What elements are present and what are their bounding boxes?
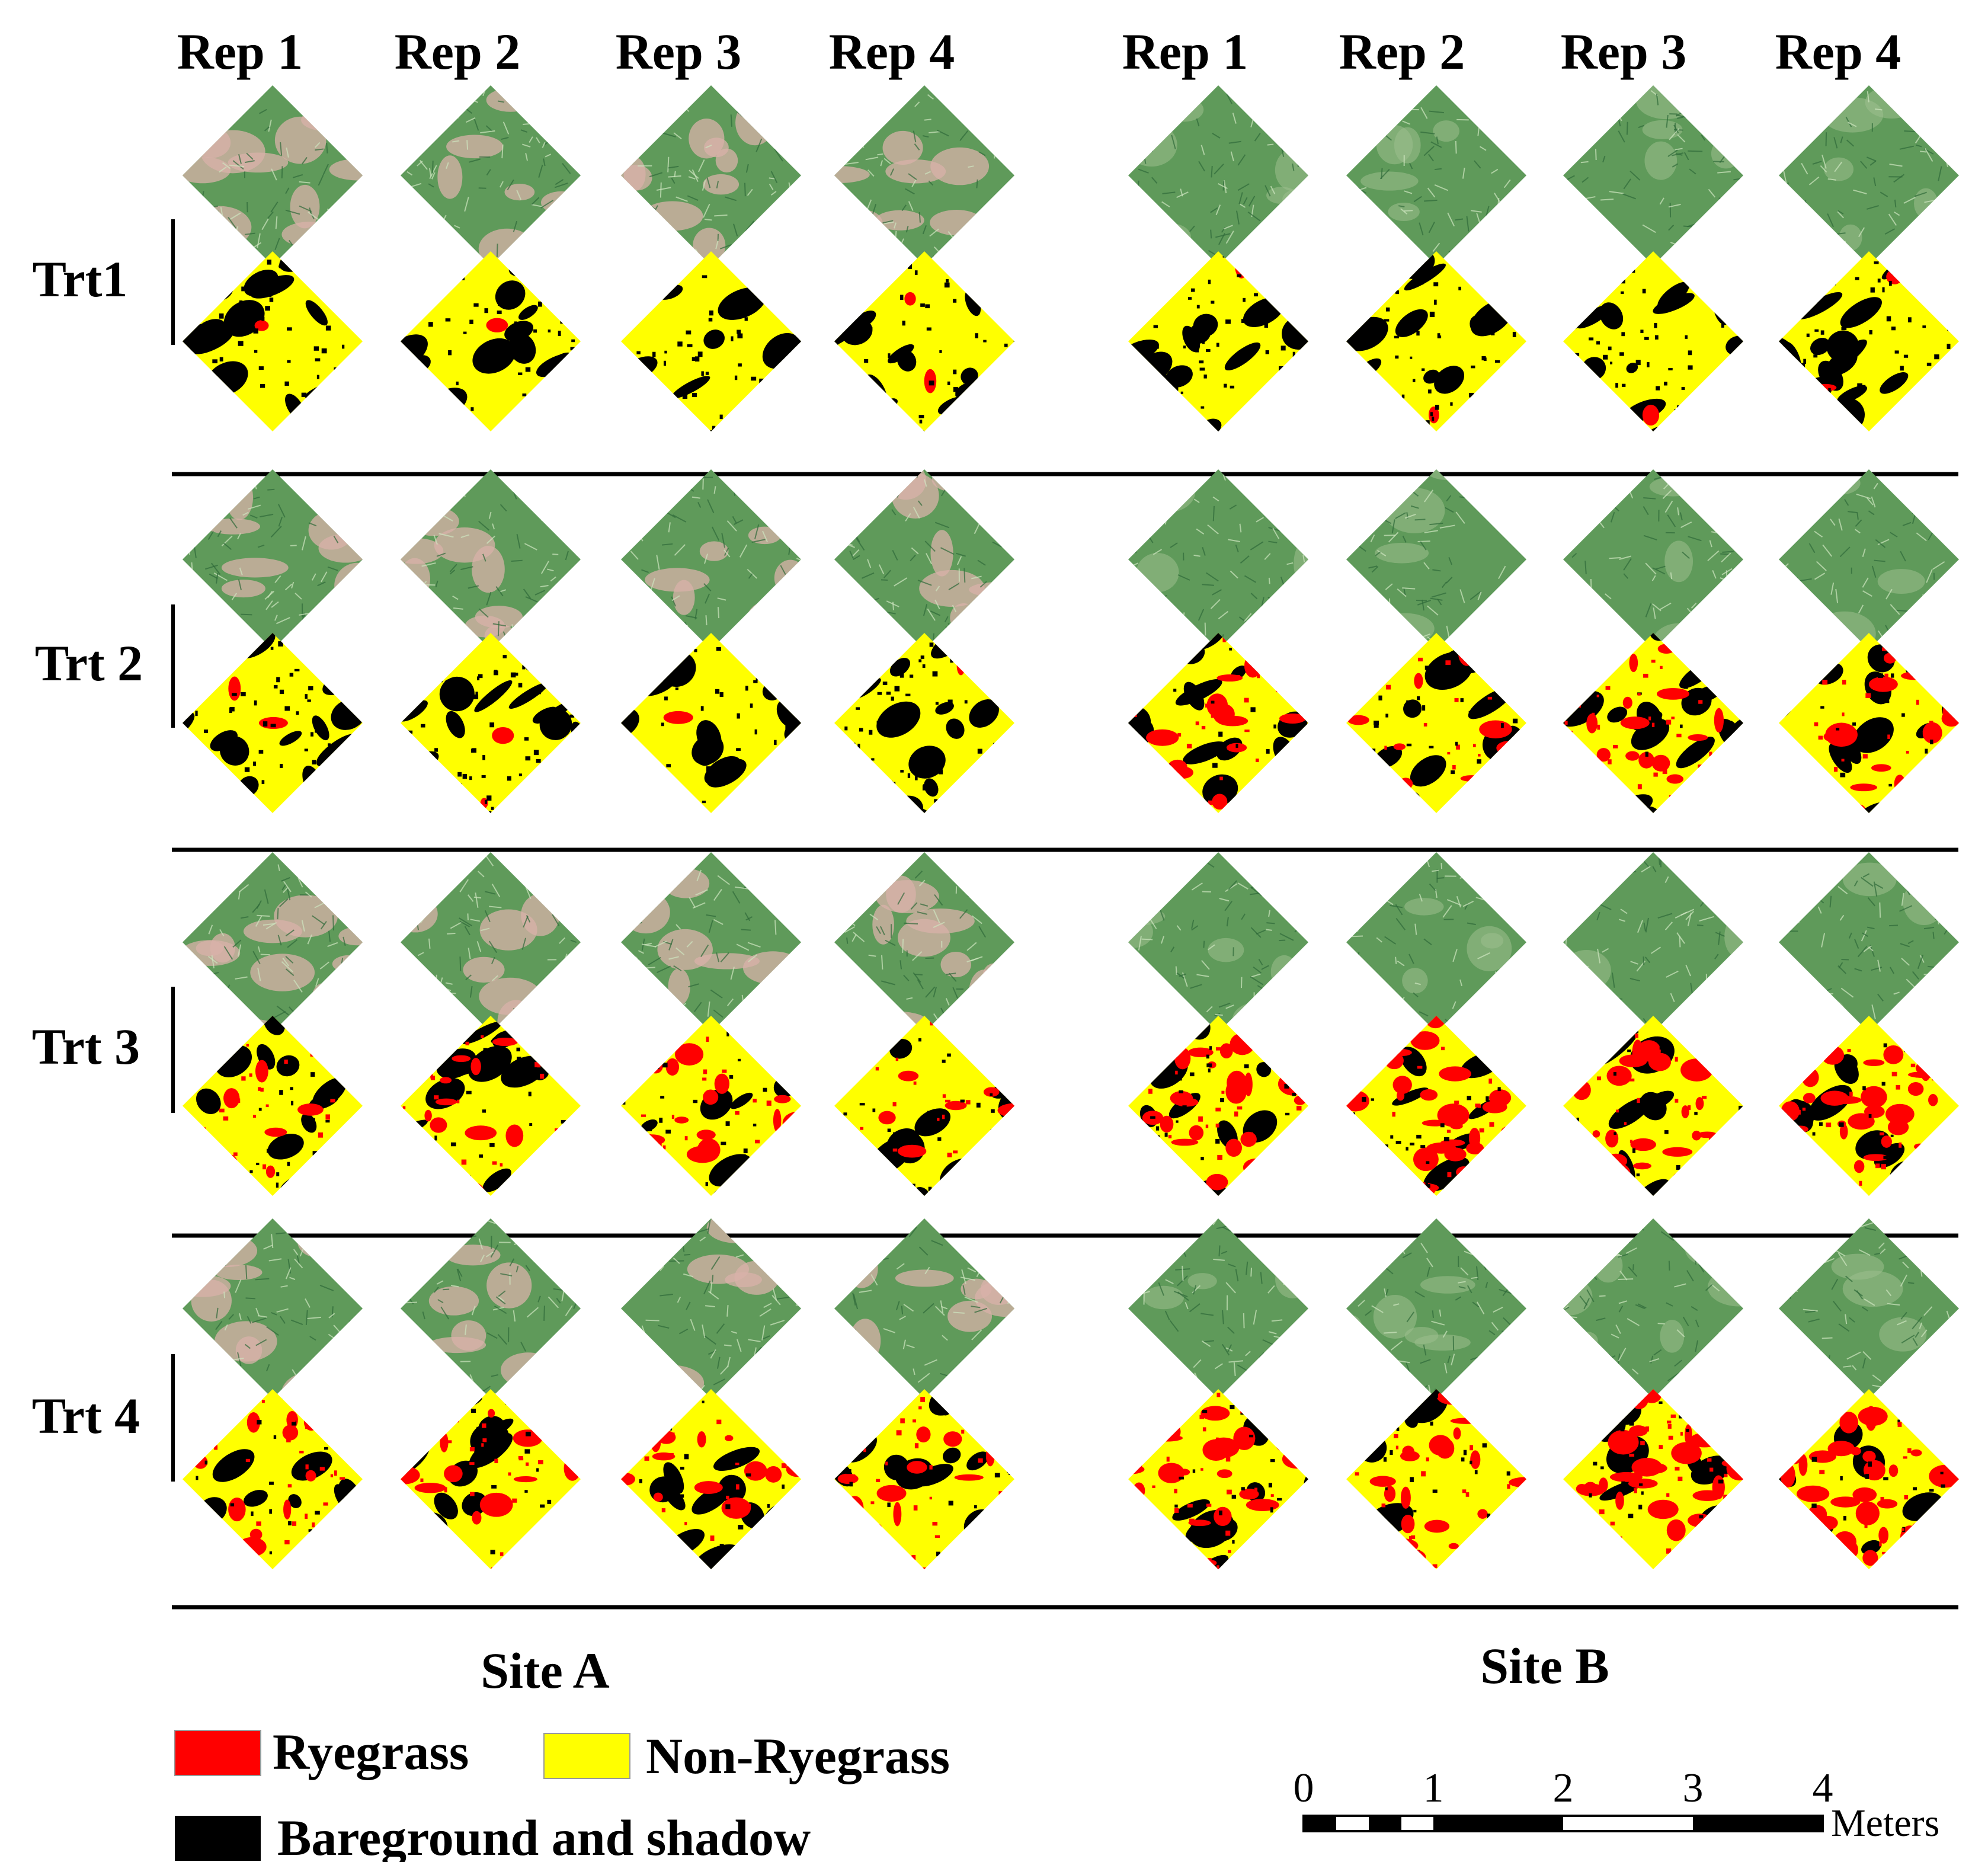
plot-photo-s2-t3-r4 — [1779, 852, 1959, 1032]
plot-map-s2-t1-r2 — [1346, 251, 1526, 431]
plot-map-s2-t1-r1 — [1128, 251, 1308, 431]
plot-map-s2-t2-r1 — [1128, 633, 1308, 813]
scale-tick-3: 3 — [1683, 1765, 1704, 1811]
treatment-label-1: Trt1 — [33, 251, 128, 308]
plot-photo-s2-t1-r1 — [1128, 85, 1308, 265]
plot-photo-s2-t1-r3 — [1563, 85, 1743, 265]
plot-map-s2-t2-r4 — [1779, 633, 1959, 813]
site-label-b: Site B — [1480, 1637, 1609, 1694]
plot-photo-s1-t3-r1 — [183, 852, 363, 1032]
plot-map-s2-t4-r3 — [1563, 1389, 1743, 1569]
legend-label-bareground: Bareground and shadow — [277, 1809, 811, 1862]
plot-photo-s1-t2-r4 — [834, 469, 1014, 650]
scale-unit: Meters — [1831, 1802, 1939, 1845]
rep-header-site-b-4: Rep 4 — [1775, 23, 1901, 80]
plot-map-s1-t4-r3 — [621, 1389, 801, 1569]
legend-swatch-non-ryegrass — [543, 1733, 630, 1779]
plot-map-s1-t3-r1 — [183, 1016, 363, 1196]
plot-photo-s1-t1-r4 — [834, 85, 1014, 265]
scale-tick-1: 1 — [1423, 1765, 1444, 1811]
plot-photo-s1-t2-r2 — [401, 469, 581, 650]
plot-map-s1-t4-r2 — [401, 1389, 581, 1569]
plot-photo-s1-t3-r2 — [401, 852, 581, 1032]
rep-header-site-a-2: Rep 2 — [395, 23, 521, 80]
plot-map-s1-t2-r2 — [401, 633, 581, 813]
plot-map-s1-t4-r4 — [834, 1389, 1014, 1569]
plot-photo-s1-t4-r3 — [621, 1218, 801, 1399]
plot-map-s2-t4-r1 — [1128, 1389, 1308, 1569]
plot-photo-s2-t2-r1 — [1128, 469, 1308, 650]
plot-map-s2-t1-r4 — [1779, 251, 1959, 431]
legend-swatch-ryegrass — [174, 1730, 261, 1776]
plot-photo-s2-t2-r2 — [1346, 469, 1526, 650]
plot-map-s2-t4-r2 — [1346, 1389, 1526, 1569]
treatment-labels: Trt1 Trt 2 Trt 3 Trt 4 — [32, 251, 143, 1444]
scale-tick-4: 4 — [1813, 1765, 1833, 1811]
plot-map-s1-t2-r3 — [621, 633, 801, 813]
plot-photo-s2-t2-r4 — [1779, 469, 1959, 650]
rep-header-site-b-1: Rep 1 — [1122, 23, 1248, 80]
plot-map-s1-t4-r1 — [183, 1389, 363, 1569]
plot-photo-s2-t4-r1 — [1128, 1218, 1308, 1399]
scale-tick-2: 2 — [1553, 1765, 1574, 1811]
plot-photo-s1-t2-r3 — [621, 469, 801, 650]
plot-photo-s2-t3-r2 — [1346, 852, 1526, 1032]
treatment-label-4: Trt 4 — [32, 1387, 140, 1444]
legend: Ryegrass Non-Ryegrass Bareground and sha… — [174, 1723, 950, 1862]
plot-map-s2-t3-r1 — [1128, 1016, 1308, 1196]
plot-photo-s1-t1-r2 — [401, 85, 581, 265]
plot-photo-s1-t1-r1 — [183, 85, 363, 265]
legend-label-non-ryegrass: Non-Ryegrass — [646, 1727, 950, 1784]
rep-header-site-b-2: Rep 2 — [1339, 23, 1465, 80]
rep-header-site-a-1: Rep 1 — [177, 23, 303, 80]
plot-photo-s1-t4-r4 — [834, 1218, 1014, 1399]
plot-photo-s2-t4-r3 — [1563, 1218, 1743, 1399]
plot-photo-s2-t1-r4 — [1779, 85, 1959, 265]
site-label-a: Site A — [481, 1642, 609, 1699]
plot-photo-s1-t4-r2 — [401, 1218, 581, 1399]
plot-photo-s1-t2-r1 — [183, 469, 363, 650]
plot-photo-s2-t4-r2 — [1346, 1218, 1526, 1399]
plot-photo-s1-t3-r3 — [621, 852, 801, 1032]
plot-map-s1-t1-r2 — [401, 251, 581, 431]
column-headers: Rep 1 Rep 2 Rep 3 Rep 4 Rep 1 Rep 2 Rep … — [177, 23, 1901, 80]
plot-map-s1-t1-r4 — [834, 251, 1014, 431]
treatment-label-3: Trt 3 — [32, 1018, 140, 1075]
plot-map-s2-t3-r3 — [1563, 1016, 1743, 1196]
plot-map-s2-t2-r3 — [1563, 633, 1743, 813]
plot-map-s1-t3-r4 — [834, 1016, 1014, 1196]
scale-bar: 0 1 2 3 4 Meters — [1294, 1765, 1940, 1845]
plot-photo-s2-t1-r2 — [1346, 85, 1526, 265]
plot-map-s1-t2-r4 — [834, 633, 1014, 813]
plot-map-s1-t3-r3 — [621, 1016, 801, 1196]
rep-header-site-b-3: Rep 3 — [1561, 23, 1687, 80]
legend-swatch-bareground — [175, 1816, 261, 1861]
plot-photo-s1-t4-r1 — [183, 1218, 363, 1399]
row-separators — [172, 472, 1958, 1610]
site-labels: Site A Site B — [481, 1637, 1609, 1699]
treatment-label-2: Trt 2 — [35, 635, 143, 692]
plot-map-s2-t3-r4 — [1779, 1016, 1959, 1196]
legend-label-ryegrass: Ryegrass — [273, 1723, 469, 1780]
plot-photo-s2-t3-r1 — [1128, 852, 1308, 1032]
scale-tick-0: 0 — [1294, 1765, 1314, 1811]
rep-header-site-a-4: Rep 4 — [829, 23, 955, 80]
plot-map-s2-t1-r3 — [1563, 251, 1743, 431]
plot-map-s1-t2-r1 — [183, 633, 363, 813]
plot-photo-s1-t1-r3 — [621, 85, 801, 265]
rep-header-site-a-3: Rep 3 — [616, 23, 742, 80]
plot-map-s1-t1-r1 — [183, 251, 363, 431]
plot-photo-s1-t3-r4 — [834, 852, 1014, 1032]
plot-grid — [183, 85, 1959, 1569]
